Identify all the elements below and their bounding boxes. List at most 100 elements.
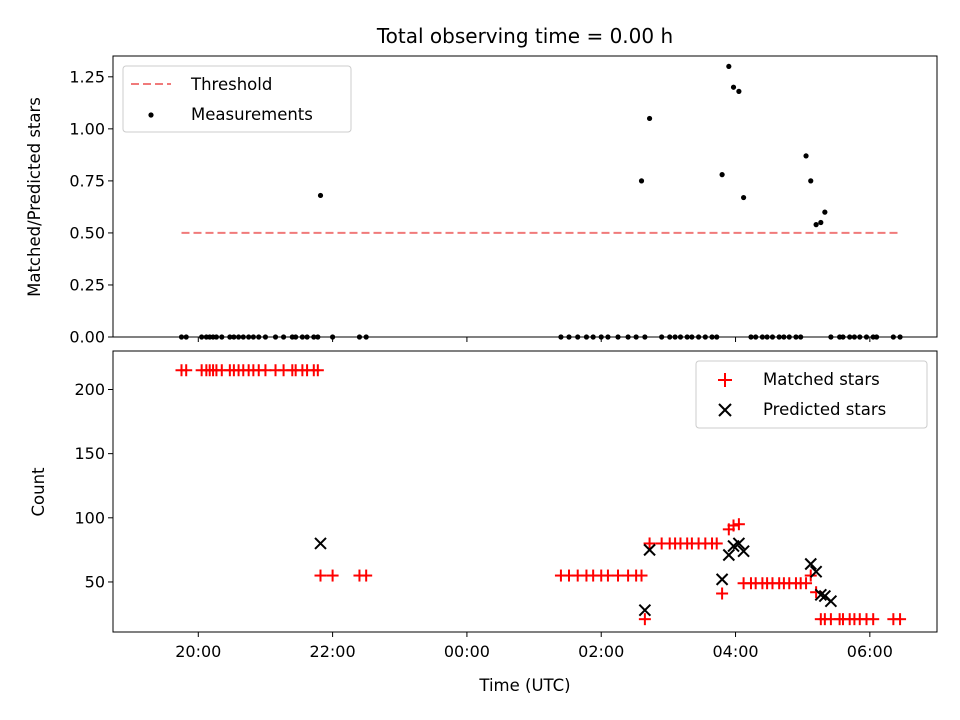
measurement-point	[684, 334, 690, 340]
legend-measurements-label: Measurements	[191, 105, 313, 124]
legend-predicted-label: Predicted stars	[763, 400, 886, 419]
predicted-star-marker	[824, 594, 838, 608]
legend-predicted-swatch	[718, 403, 732, 417]
measurement-point	[615, 334, 621, 340]
matched-star-marker	[360, 569, 373, 582]
matched-star-marker	[180, 364, 193, 377]
measurement-point	[605, 334, 611, 340]
measurement-point	[786, 334, 792, 340]
measurement-point	[363, 334, 369, 340]
bottom-y-tick-label: 100	[74, 508, 105, 527]
measurement-point	[235, 334, 242, 340]
measurement-point	[256, 334, 262, 340]
measurement-point	[798, 334, 804, 340]
predicted-star-marker	[722, 548, 736, 562]
legend-matched-swatch	[718, 373, 732, 387]
bottom-y-axis: 50 100 150 200	[74, 380, 113, 591]
bottom-x-tick-label: 20:00	[175, 642, 221, 661]
matched-star-marker	[800, 577, 813, 590]
measurement-point	[566, 334, 572, 340]
measurement-point	[736, 88, 742, 94]
measurement-point	[793, 334, 799, 340]
top-plot-frame	[112, 55, 938, 338]
measurement-point	[813, 222, 819, 228]
measurement-point	[178, 334, 185, 340]
top-y-tick-label: 0.50	[69, 223, 105, 242]
measurement-point	[227, 334, 233, 340]
bottom-x-tick-label: 02:00	[578, 642, 624, 661]
top-legend-box	[122, 65, 352, 133]
measurement-point	[689, 334, 695, 340]
matched-star-marker	[804, 569, 817, 582]
measurement-point	[311, 334, 317, 340]
matched-star-marker	[710, 537, 723, 550]
measurement-point	[897, 334, 903, 340]
measurement-point	[672, 334, 678, 340]
measurement-point	[213, 334, 220, 340]
bottom-x-tick-label: 22:00	[310, 642, 356, 661]
top-y-axis: 0.00 0.25 0.50 0.75 1.00 1.25	[69, 67, 113, 347]
measurement-point	[851, 334, 857, 340]
predicted-stars-series	[314, 537, 838, 617]
measurement-point	[280, 334, 287, 340]
measurement-point	[857, 334, 863, 340]
predicted-star-marker	[804, 557, 817, 571]
measurement-point	[219, 334, 225, 340]
bottom-y-tick-label: 150	[74, 444, 105, 463]
measurement-point	[590, 334, 596, 340]
measurement-point	[625, 334, 631, 340]
measurement-point	[677, 334, 684, 340]
bottom-plot-frame	[112, 350, 938, 633]
predicted-star-marker	[737, 544, 750, 558]
bottom-x-tick-label: 06:00	[847, 642, 893, 661]
measurement-point	[803, 153, 809, 159]
bottom-legend: Matched stars Predicted stars	[695, 360, 928, 429]
measurement-point	[702, 334, 708, 340]
x-axis-label: Time (UTC)	[478, 676, 570, 695]
predicted-star-marker	[814, 588, 828, 601]
measurement-point	[293, 334, 299, 340]
measurement-point	[329, 334, 336, 340]
measurement-point	[863, 334, 870, 340]
measurement-point	[828, 334, 834, 340]
bottom-x-tick-label: 04:00	[712, 642, 758, 661]
measurement-point	[740, 194, 747, 201]
measurement-point	[646, 115, 653, 122]
measurement-point	[304, 334, 310, 340]
predicted-star-marker	[715, 573, 729, 586]
matched-star-marker	[259, 364, 272, 377]
legend-matched-label: Matched stars	[763, 370, 880, 389]
measurement-point	[714, 334, 720, 340]
bottom-x-axis: 20:00 22:00 00:00 02:00 04:00 06:00	[175, 632, 893, 661]
measurement-point	[822, 209, 828, 215]
measurement-point	[769, 334, 776, 340]
measurement-point	[642, 334, 648, 340]
measurement-point	[583, 334, 590, 340]
top-legend: Threshold Measurements	[122, 65, 352, 133]
measurement-point	[818, 219, 824, 226]
predicted-star-marker	[314, 537, 327, 550]
chart-title: Total observing time = 0.00 h	[376, 24, 673, 48]
matched-star-marker	[612, 569, 625, 582]
measurement-point	[638, 178, 645, 184]
bottom-y-tick-label: 200	[74, 380, 105, 399]
measurement-point	[199, 334, 205, 340]
matched-star-marker	[638, 613, 651, 626]
matched-stars-series	[175, 364, 907, 626]
measurement-point	[890, 334, 896, 340]
matched-star-marker	[311, 364, 324, 377]
predicted-star-marker	[732, 537, 746, 550]
measurement-point	[356, 334, 363, 340]
predicted-star-marker	[809, 565, 823, 578]
measurement-point	[873, 334, 880, 340]
measurement-point	[598, 334, 604, 340]
measurement-point	[808, 178, 814, 184]
matched-star-marker	[635, 569, 648, 582]
bottom-subplot: 50 100 150 200 20:00 22:00 00:00 02:00 04:00 06:…	[29, 350, 938, 695]
matched-star-marker	[643, 537, 656, 550]
matched-star-marker	[727, 519, 740, 532]
top-y-tick-label: 0.25	[69, 275, 105, 294]
legend-threshold-label: Threshold	[190, 75, 272, 94]
measurement-point	[730, 84, 737, 90]
top-subplot: 0.00 0.25 0.50 0.75 1.00 1.25 Matched/Predict…	[25, 55, 938, 347]
